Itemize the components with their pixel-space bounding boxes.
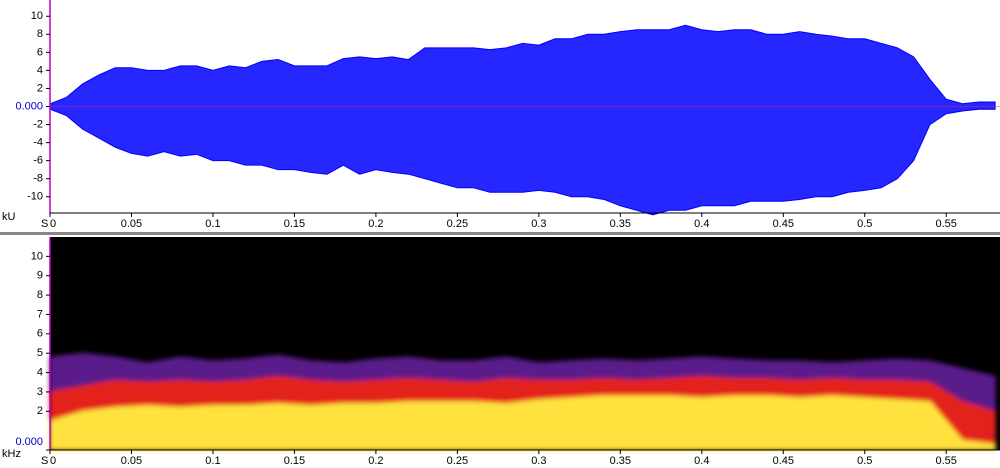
x-tick-label: 0.05	[121, 455, 142, 467]
y-tick-label: -6	[33, 155, 43, 167]
x-tick-label: 0.35	[610, 218, 631, 230]
y-tick-label: 2	[37, 82, 43, 94]
y-tick-label: -10	[27, 191, 43, 203]
x-tick-label: 0.45	[773, 455, 794, 467]
x-tick-label: 0.1	[205, 218, 220, 230]
x-tick-label: 0.4	[694, 455, 709, 467]
y-tick-label: 10	[31, 250, 43, 262]
x-tick-label: 0.5	[857, 218, 872, 230]
x-tick-label: 0.25	[447, 218, 468, 230]
y-tick-label: -4	[33, 137, 43, 149]
y-tick-label: 2	[37, 405, 43, 417]
y-tick-label: 8	[37, 28, 43, 40]
spectral-band	[49, 395, 996, 451]
x-tick-label: 0.2	[368, 218, 383, 230]
y-tick-label: 4	[37, 64, 43, 76]
y-tick-label: 6	[37, 328, 43, 340]
y-tick-label: -8	[33, 173, 43, 185]
x-tick-label: 0.55	[936, 218, 957, 230]
x-tick-label: 0.3	[531, 218, 546, 230]
y-tick-label: 0.000	[15, 436, 43, 448]
x-tick-label: 0.2	[368, 455, 383, 467]
cursor-label: S	[41, 218, 48, 230]
y-tick-label: 10	[31, 10, 43, 22]
spectrogram	[49, 352, 996, 451]
y-tick-label: 5	[37, 347, 43, 359]
x-tick-label: 0.05	[121, 218, 142, 230]
x-tick-label: 0.15	[284, 455, 305, 467]
y-tick-label: 3	[37, 386, 43, 398]
x-tick-label: 0	[50, 218, 56, 230]
cursor-label: S	[41, 455, 48, 467]
x-tick-label: 0.4	[694, 218, 709, 230]
x-tick-label: 0.35	[610, 455, 631, 467]
waveform	[49, 106, 996, 216]
y-tick-label: -2	[33, 118, 43, 130]
y-tick-label: 4	[37, 366, 43, 378]
separator	[0, 232, 1000, 235]
x-tick-label: 0.25	[447, 455, 468, 467]
x-tick-label: 0.5	[857, 455, 872, 467]
y-tick-label: 6	[37, 46, 43, 58]
x-tick-label: 0.1	[205, 455, 220, 467]
x-tick-label: 0	[50, 455, 56, 467]
y-axis-label: kU	[2, 211, 16, 223]
y-tick-label: 9	[37, 270, 43, 282]
y-tick-label: 0.000	[15, 100, 43, 112]
y-tick-label: 7	[37, 308, 43, 320]
x-tick-label: 0.3	[531, 455, 546, 467]
y-axis-label: kHz	[2, 448, 21, 460]
y-tick-label: 8	[37, 289, 43, 301]
x-tick-label: 0.15	[284, 218, 305, 230]
x-tick-label: 0.45	[773, 218, 794, 230]
x-tick-label: 0.55	[936, 455, 957, 467]
waveform	[49, 24, 996, 107]
